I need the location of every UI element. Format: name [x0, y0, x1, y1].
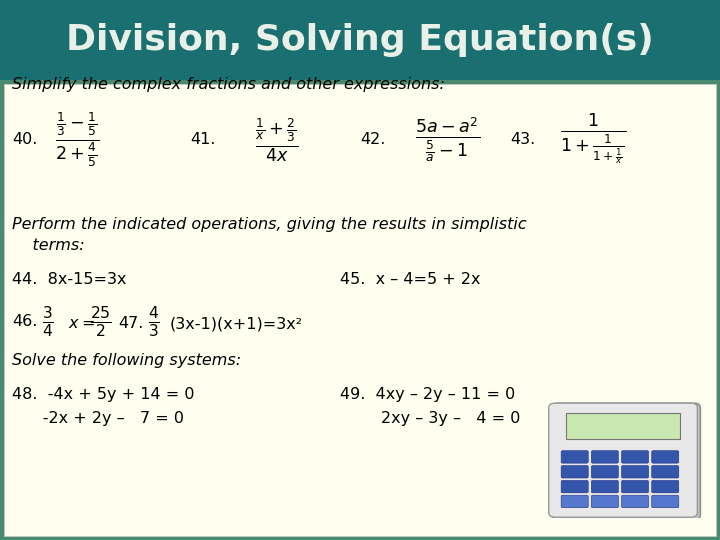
Text: 47.: 47. [118, 316, 143, 332]
FancyBboxPatch shape [621, 465, 649, 478]
Text: -2x + 2y –   7 = 0: -2x + 2y – 7 = 0 [12, 410, 184, 426]
Text: terms:: terms: [12, 238, 85, 253]
Text: (3x-1)(x+1)=3x²: (3x-1)(x+1)=3x² [170, 316, 303, 332]
Text: 40.: 40. [12, 132, 37, 147]
FancyBboxPatch shape [591, 465, 618, 478]
FancyBboxPatch shape [561, 481, 588, 493]
Text: 46.: 46. [12, 314, 37, 329]
Text: $\frac{\frac{1}{3}-\frac{1}{5}}{2+\frac{4}{5}}$: $\frac{\frac{1}{3}-\frac{1}{5}}{2+\frac{… [55, 111, 99, 169]
Text: 45.  x – 4=5 + 2x: 45. x – 4=5 + 2x [340, 273, 480, 287]
FancyBboxPatch shape [561, 495, 588, 508]
Text: Simplify the complex fractions and other expressions:: Simplify the complex fractions and other… [12, 78, 445, 92]
FancyBboxPatch shape [652, 451, 679, 463]
FancyBboxPatch shape [652, 495, 679, 508]
Text: 42.: 42. [360, 132, 385, 147]
Text: Solve the following systems:: Solve the following systems: [12, 353, 241, 368]
Bar [0, 0, 720, 80]
Text: 43.: 43. [510, 132, 535, 147]
FancyBboxPatch shape [621, 451, 649, 463]
Text: 2xy – 3y –   4 = 0: 2xy – 3y – 4 = 0 [340, 410, 521, 426]
Text: 44.  8x-15=3x: 44. 8x-15=3x [12, 273, 127, 287]
FancyBboxPatch shape [621, 481, 649, 493]
Text: 49.  4xy – 2y – 11 = 0: 49. 4xy – 2y – 11 = 0 [340, 388, 516, 402]
FancyBboxPatch shape [561, 465, 588, 478]
FancyBboxPatch shape [621, 495, 649, 508]
FancyBboxPatch shape [591, 481, 618, 493]
Text: $\frac{\frac{1}{x}+\frac{2}{3}}{4x}$: $\frac{\frac{1}{x}+\frac{2}{3}}{4x}$ [255, 116, 299, 164]
Text: 48.  -4x + 5y + 14 = 0: 48. -4x + 5y + 14 = 0 [12, 388, 194, 402]
Bar [4, 84, 716, 536]
Text: $\frac{4}{3}$: $\frac{4}{3}$ [148, 305, 160, 340]
FancyBboxPatch shape [561, 451, 588, 463]
Text: $\frac{1}{1+\frac{1}{1+\frac{1}{x}}}$: $\frac{1}{1+\frac{1}{1+\frac{1}{x}}}$ [560, 113, 626, 167]
FancyBboxPatch shape [652, 481, 679, 493]
FancyBboxPatch shape [552, 403, 701, 519]
FancyBboxPatch shape [652, 465, 679, 478]
Text: Perform the indicated operations, giving the results in simplistic: Perform the indicated operations, giving… [12, 218, 526, 233]
Text: $x=$: $x=$ [68, 316, 95, 332]
FancyBboxPatch shape [591, 495, 618, 508]
Text: $\frac{3}{4}$: $\frac{3}{4}$ [42, 305, 54, 340]
Text: $\frac{25}{2}$: $\frac{25}{2}$ [90, 305, 112, 340]
Text: 41.: 41. [190, 132, 215, 147]
FancyBboxPatch shape [566, 413, 680, 439]
FancyBboxPatch shape [549, 403, 698, 517]
Text: $\frac{5a-a^{2}}{\frac{5}{a}-1}$: $\frac{5a-a^{2}}{\frac{5}{a}-1}$ [415, 116, 480, 165]
FancyBboxPatch shape [591, 451, 618, 463]
Text: Division, Solving Equation(s): Division, Solving Equation(s) [66, 23, 654, 57]
